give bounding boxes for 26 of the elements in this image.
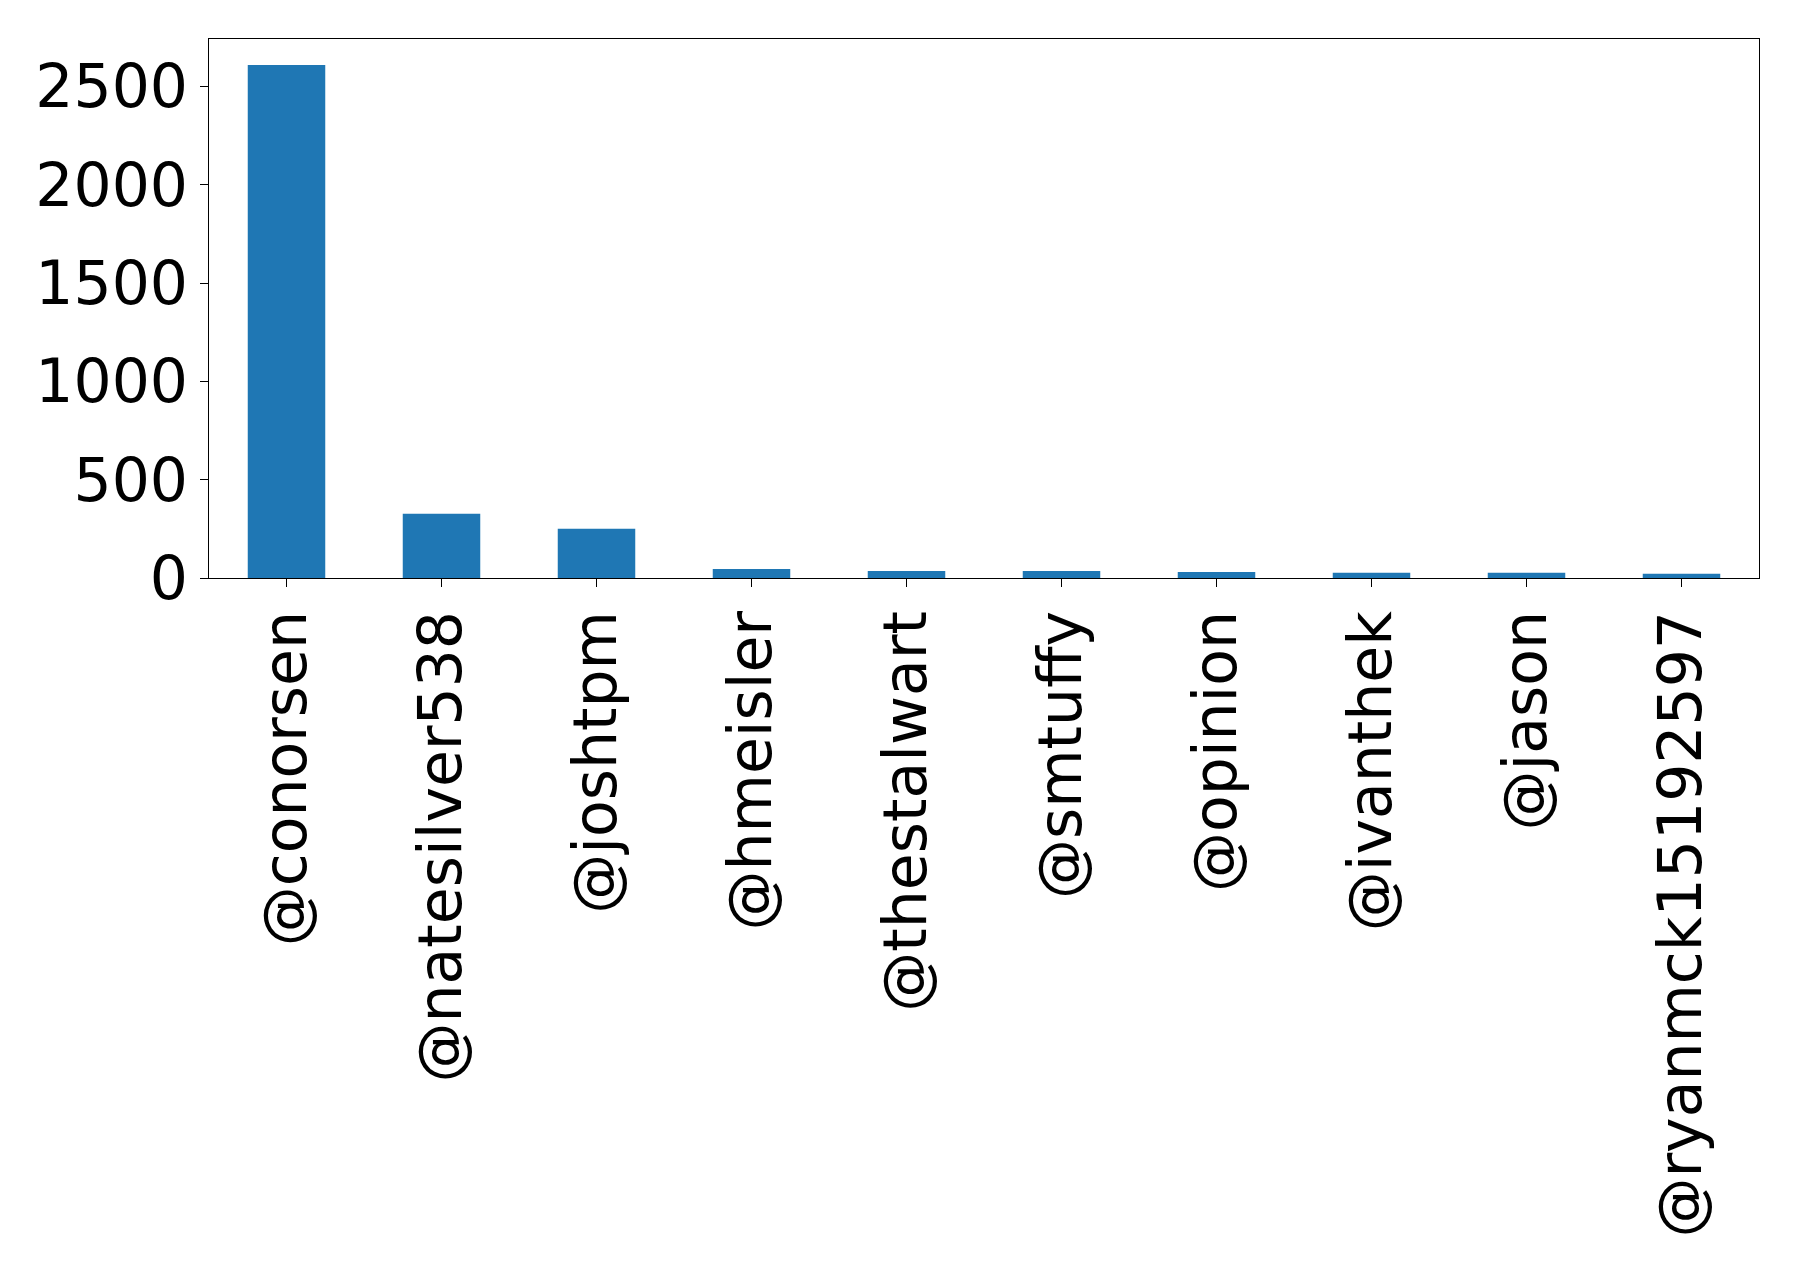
y-tick-label: 2000 xyxy=(35,149,188,220)
bar xyxy=(247,64,326,578)
bar xyxy=(1022,570,1101,578)
bar xyxy=(712,568,791,578)
x-tick-label: @smtuffy xyxy=(1025,611,1095,900)
bar xyxy=(867,570,946,578)
x-tick-label: @ivanthek xyxy=(1335,610,1405,932)
x-tick-label: @natesilver538 xyxy=(405,611,475,1083)
y-tick-label: 1000 xyxy=(35,346,188,417)
x-tick-label: @hmeisler xyxy=(715,610,785,931)
y-tick-label: 1500 xyxy=(35,248,188,319)
bar xyxy=(557,528,636,578)
y-tick-label: 2500 xyxy=(35,51,188,122)
x-tick-label: @thestalwart xyxy=(870,611,940,1012)
y-tick-label: 0 xyxy=(149,543,188,613)
bar xyxy=(1487,572,1566,578)
bar xyxy=(1332,572,1411,578)
x-tick-label: @conorsen xyxy=(250,611,320,947)
x-tick-label: @ryanmck15192597 xyxy=(1645,611,1715,1238)
bar xyxy=(1177,572,1256,578)
x-tick-label: @jason xyxy=(1490,611,1560,831)
y-tick-label: 500 xyxy=(73,444,188,515)
bar xyxy=(1642,573,1721,578)
x-tick-label: @joshtpm xyxy=(560,611,630,914)
x-tick-label: @opinion xyxy=(1180,611,1250,892)
bar xyxy=(402,513,481,578)
